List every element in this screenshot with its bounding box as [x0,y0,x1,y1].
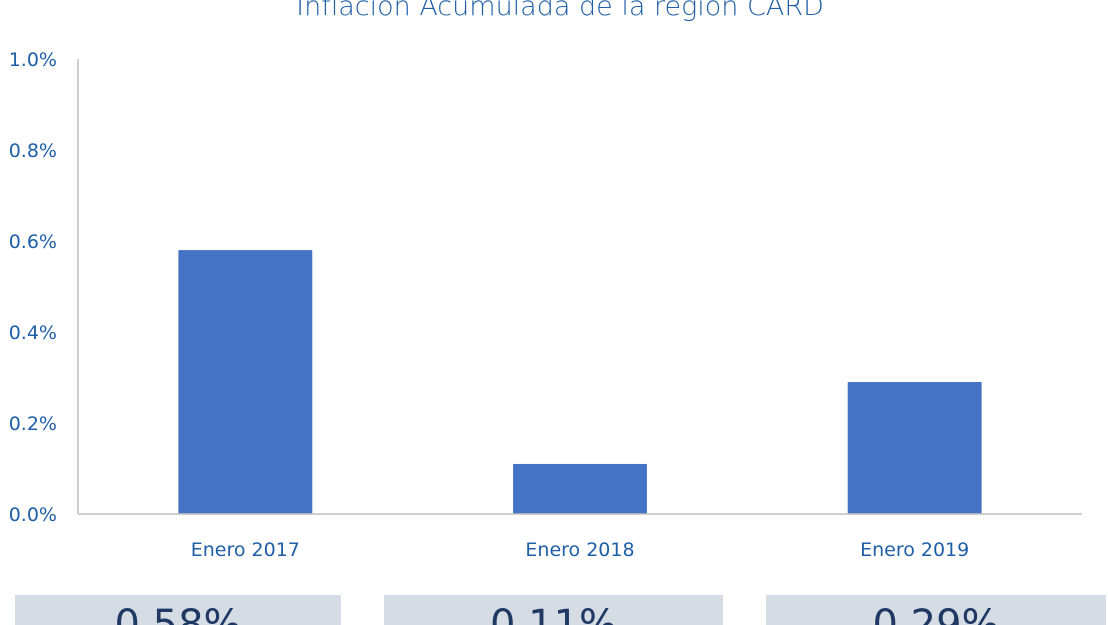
bar [178,250,313,514]
summary-value-2019: 0.29% [766,595,1106,625]
y-tick-label: 0.4% [9,322,57,344]
y-tick-label: 0.2% [9,413,57,435]
y-tick-label: 1.0% [9,49,57,71]
x-tick-label: Enero 2018 [525,539,634,561]
chart-title: Inflación Acumulada de la región CARD [296,0,824,22]
x-tick-label: Enero 2017 [191,539,300,561]
bars-group [178,250,982,514]
y-tick-label: 0.0% [9,504,57,526]
y-tick-label: 0.8% [9,140,57,162]
bar [847,382,982,514]
y-tick-label: 0.6% [9,231,57,253]
summary-value-2018: 0.11% [384,595,723,625]
bar [513,463,647,514]
y-axis-ticks: 0.0% 0.2% 0.4% 0.6% 0.8% 1.0% [9,49,57,526]
summary-value-2017: 0.58% [15,595,341,625]
x-tick-label: Enero 2019 [860,539,969,561]
x-axis-labels: Enero 2017 Enero 2018 Enero 2019 [191,539,969,561]
